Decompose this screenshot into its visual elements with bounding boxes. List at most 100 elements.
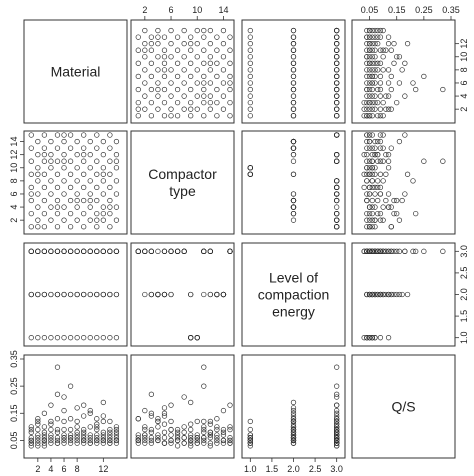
data-point bbox=[369, 197, 375, 204]
data-point bbox=[142, 432, 148, 438]
data-point bbox=[372, 248, 378, 254]
data-point bbox=[290, 204, 297, 210]
data-point bbox=[100, 165, 106, 171]
data-point bbox=[377, 86, 384, 93]
data-point bbox=[61, 394, 67, 400]
tick-label: 0.35 bbox=[9, 350, 19, 368]
data-point bbox=[391, 41, 397, 47]
data-point bbox=[67, 171, 74, 177]
data-point bbox=[290, 191, 297, 197]
data-point bbox=[100, 437, 106, 444]
data-point bbox=[35, 440, 41, 446]
data-point bbox=[194, 437, 200, 444]
data-point bbox=[247, 86, 253, 93]
data-point bbox=[35, 437, 41, 444]
data-point bbox=[87, 248, 93, 254]
data-point bbox=[41, 443, 48, 449]
data-point bbox=[74, 217, 80, 223]
data-point bbox=[220, 429, 227, 435]
data-point bbox=[388, 204, 394, 210]
data-point bbox=[334, 413, 340, 419]
data-point bbox=[214, 73, 220, 80]
data-point bbox=[366, 217, 373, 223]
data-point bbox=[220, 27, 227, 34]
data-point bbox=[35, 248, 41, 254]
data-point bbox=[87, 165, 93, 171]
data-point bbox=[399, 67, 405, 73]
data-point bbox=[247, 435, 253, 441]
data-point bbox=[366, 291, 373, 298]
data-point bbox=[410, 248, 416, 254]
data-point bbox=[391, 197, 397, 204]
data-point bbox=[369, 34, 375, 40]
data-point bbox=[113, 248, 120, 254]
data-point bbox=[67, 132, 74, 138]
data-point bbox=[155, 27, 161, 34]
data-point bbox=[181, 394, 187, 400]
data-point bbox=[385, 67, 392, 73]
data-point bbox=[41, 335, 48, 341]
data-point bbox=[67, 291, 74, 298]
data-point bbox=[107, 197, 113, 204]
data-point bbox=[227, 424, 233, 430]
data-point bbox=[334, 210, 340, 217]
data-point bbox=[334, 34, 340, 40]
data-point bbox=[380, 27, 386, 34]
data-point bbox=[35, 432, 41, 438]
data-point bbox=[364, 152, 370, 158]
data-point bbox=[361, 106, 367, 112]
data-point bbox=[372, 47, 378, 53]
data-point bbox=[168, 291, 174, 298]
data-point bbox=[207, 27, 213, 34]
data-point bbox=[28, 429, 34, 435]
data-point bbox=[67, 440, 74, 446]
tick-label: 0.15 bbox=[9, 405, 19, 423]
tick-label: 2.0 bbox=[287, 464, 300, 474]
data-point bbox=[48, 204, 54, 210]
data-point bbox=[168, 440, 174, 446]
data-point bbox=[334, 54, 340, 60]
tick-label: 0.05 bbox=[9, 432, 19, 450]
data-point bbox=[67, 437, 74, 444]
data-point bbox=[100, 152, 106, 158]
data-point bbox=[334, 27, 340, 34]
data-point bbox=[194, 432, 200, 438]
data-point bbox=[290, 54, 297, 60]
panel-r1-c2 bbox=[241, 130, 346, 235]
data-point bbox=[440, 248, 446, 254]
data-point bbox=[220, 291, 227, 298]
data-point bbox=[161, 435, 168, 441]
data-point bbox=[207, 99, 213, 106]
tick-label: 8 bbox=[9, 178, 19, 183]
data-point bbox=[214, 86, 220, 93]
data-point bbox=[67, 184, 74, 191]
data-point bbox=[369, 106, 375, 112]
data-point bbox=[410, 178, 416, 184]
data-point bbox=[369, 171, 375, 177]
panel-frame bbox=[241, 130, 346, 235]
data-point bbox=[220, 41, 227, 47]
data-point bbox=[375, 210, 381, 217]
data-point bbox=[214, 437, 220, 444]
data-point bbox=[372, 184, 378, 191]
data-point bbox=[87, 410, 93, 416]
data-point bbox=[334, 426, 340, 433]
data-point bbox=[148, 73, 155, 80]
data-point bbox=[94, 435, 100, 441]
data-point bbox=[227, 73, 233, 80]
data-point bbox=[94, 184, 100, 191]
data-point bbox=[142, 426, 148, 433]
data-point bbox=[388, 47, 394, 53]
data-point bbox=[87, 197, 93, 204]
data-point bbox=[135, 432, 141, 438]
data-point bbox=[366, 224, 373, 230]
data-point bbox=[188, 41, 194, 47]
data-point bbox=[207, 435, 213, 441]
panel-frame bbox=[351, 354, 456, 459]
data-point bbox=[377, 80, 384, 86]
data-point bbox=[54, 437, 61, 444]
data-point bbox=[372, 217, 378, 223]
data-point bbox=[74, 291, 80, 298]
data-point bbox=[247, 113, 253, 119]
